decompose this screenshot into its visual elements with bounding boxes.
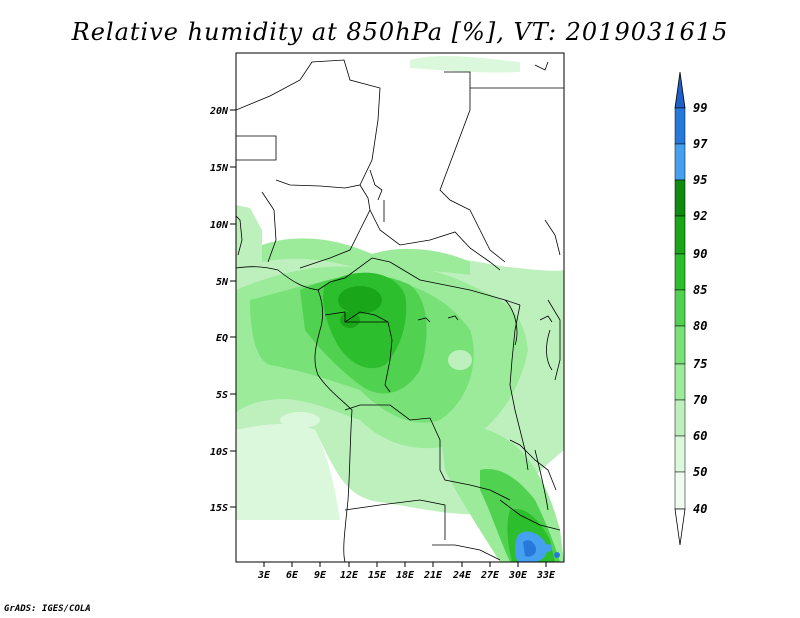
lon-label-6e: 6E — [286, 570, 299, 581]
lon-ticks: 3E 6E 9E 12E 15E 18E 21E 24E 27E 30E 33E — [257, 562, 556, 581]
lat-label-5n: 5N — [216, 277, 229, 288]
colorbar-label-90: 90 — [693, 247, 707, 261]
lon-label-18e: 18E — [396, 570, 415, 581]
colorbar-segment-90-92 — [674, 215, 686, 255]
colorbar-label-40: 40 — [693, 502, 707, 516]
colorbar-segment-95-97 — [674, 143, 686, 181]
colorbar-segment-40-50 — [674, 471, 686, 510]
lat-label-15s: 15S — [210, 503, 228, 514]
lat-label-15n: 15N — [210, 163, 229, 174]
colorbar-segment-80-85 — [674, 289, 686, 327]
colorbar-bottom-arrow — [674, 508, 686, 546]
lon-label-21e: 21E — [423, 570, 443, 581]
colorbar-segment-92-95 — [674, 179, 686, 217]
colorbar-label-92: 92 — [693, 209, 707, 223]
lon-label-30e: 30E — [508, 570, 528, 581]
lon-label-33e: 33E — [536, 570, 556, 581]
colorbar-label-85: 85 — [693, 283, 707, 297]
colorbar-segment-70-75 — [674, 363, 686, 401]
lat-label-5s: 5S — [216, 390, 228, 401]
lon-label-27e: 27E — [480, 570, 500, 581]
lat-label-20n: 20N — [209, 106, 229, 117]
grads-credit: GrADS: IGES/COLA — [4, 604, 91, 614]
colorbar-label-99: 99 — [693, 101, 707, 115]
lon-label-3e: 3E — [257, 570, 271, 581]
colorbar-label-70: 70 — [693, 393, 707, 407]
colorbar: 99 97 95 92 90 85 80 75 70 60 50 40 — [674, 71, 708, 546]
colorbar-label-80: 80 — [693, 319, 707, 333]
colorbar-label-60: 60 — [693, 429, 707, 443]
lat-label-10s: 10S — [210, 447, 228, 458]
lat-ticks: 20N 15N 10N 5N EQ 5S 10S 15S — [209, 106, 236, 514]
colorbar-segment-50-60 — [674, 435, 686, 473]
country-borders — [236, 59, 564, 562]
colorbar-label-95: 95 — [693, 173, 707, 187]
lon-label-9e: 9E — [314, 570, 327, 581]
lon-label-12e: 12E — [340, 570, 359, 581]
colorbar-segment-75-80 — [674, 325, 686, 365]
lat-label-10n: 10N — [210, 220, 229, 231]
humidity-field — [236, 53, 564, 562]
colorbar-label-75: 75 — [693, 357, 707, 371]
colorbar-top-arrow — [674, 71, 686, 109]
colorbar-label-50: 50 — [693, 465, 707, 479]
colorbar-segment-85-90 — [674, 253, 686, 291]
colorbar-segment-97-99 — [674, 107, 686, 145]
lon-label-24e: 24E — [452, 570, 472, 581]
map-title: Relative humidity at 850hPa [%], VT: 201… — [71, 18, 729, 46]
map-frame — [235, 52, 565, 563]
colorbar-segment-60-70 — [674, 399, 686, 437]
colorbar-label-97: 97 — [693, 137, 708, 151]
lat-label-eq: EQ — [216, 333, 228, 344]
lon-label-15e: 15E — [368, 570, 387, 581]
